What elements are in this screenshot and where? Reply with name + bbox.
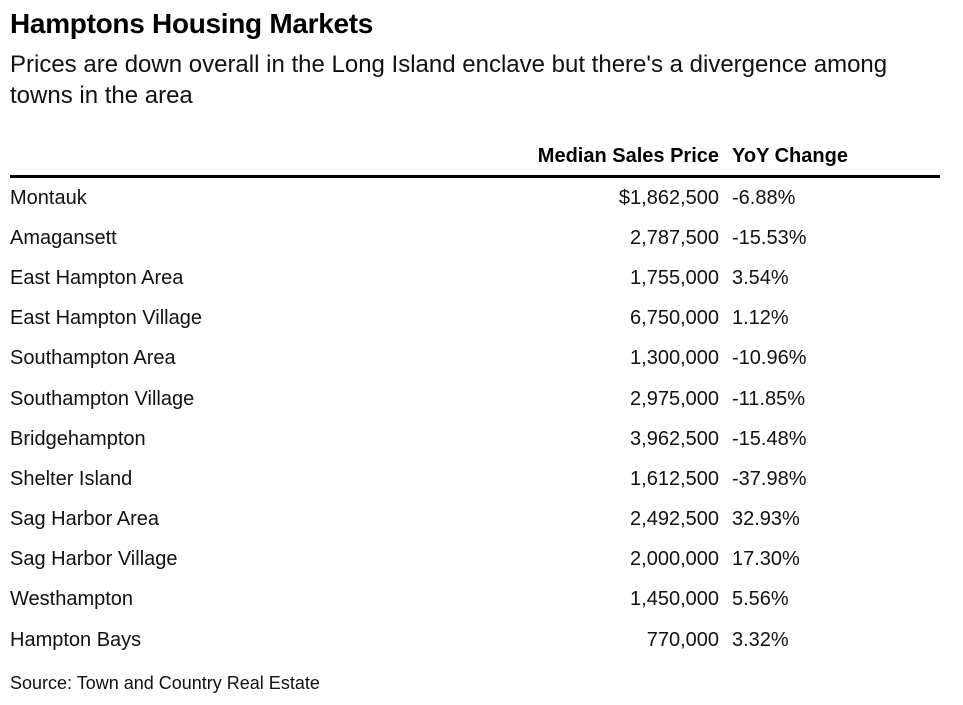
yoy-change-cell: -37.98% [732, 467, 807, 490]
town-cell: Shelter Island [10, 467, 133, 490]
yoy-change-cell: 3.32% [732, 628, 789, 651]
town-cell: Southampton Area [10, 347, 176, 370]
header-town [10, 137, 513, 178]
table-row: East Hampton Area 1,755,000 3.54% [10, 258, 940, 298]
yoy-change-cell: 32.93% [732, 508, 800, 531]
median-price-cell: 1,450,000 [630, 588, 719, 611]
table-row: Montauk $1,862,500 -6.88% [10, 177, 940, 219]
table-row: Bridgehampton 3,962,500 -15.48% [10, 419, 940, 459]
town-cell: Bridgehampton [10, 427, 146, 450]
table-row: Southampton Village 2,975,000 -11.85% [10, 379, 940, 419]
median-price-cell: 2,975,000 [630, 387, 719, 410]
yoy-change-cell: -6.88% [732, 186, 796, 209]
yoy-change-cell: 3.54% [732, 266, 789, 289]
town-cell: Amagansett [10, 226, 117, 249]
header-median-sales-price: Median Sales Price [513, 137, 732, 178]
housing-table: Median Sales Price YoY Change Montauk $1,… [10, 137, 940, 660]
table-row: Hampton Bays 770,000 3.32% [10, 620, 940, 660]
table-header: Median Sales Price YoY Change [10, 137, 940, 178]
yoy-change-cell: 5.56% [732, 588, 789, 611]
median-price-cell: 2,787,500 [630, 226, 719, 249]
town-cell: Southampton Village [10, 387, 195, 410]
yoy-change-cell: -11.85% [732, 387, 806, 410]
town-cell: East Hampton Village [10, 307, 202, 330]
median-price-cell: 3,962,500 [630, 427, 719, 450]
yoy-change-cell: -15.48% [732, 427, 807, 450]
table-row: Shelter Island 1,612,500 -37.98% [10, 459, 940, 499]
town-cell: Montauk [10, 186, 87, 209]
table-row: Sag Harbor Area 2,492,500 32.93% [10, 500, 940, 540]
median-price-cell: $1,862,500 [618, 186, 719, 209]
town-cell: Hampton Bays [10, 628, 142, 651]
median-price-cell: 1,612,500 [630, 467, 719, 490]
yoy-change-cell: -10.96% [732, 347, 807, 370]
table-row: Sag Harbor Village 2,000,000 17.30% [10, 540, 940, 580]
town-cell: Sag Harbor Area [10, 508, 159, 531]
header-yoy-change: YoY Change [732, 137, 940, 178]
town-cell: Sag Harbor Village [10, 548, 178, 571]
chart-title: Hamptons Housing Markets [10, 8, 374, 39]
table-row: Amagansett 2,787,500 -15.53% [10, 218, 940, 258]
table-body: Montauk $1,862,500 -6.88% Amagansett 2,787,5… [10, 177, 940, 661]
yoy-change-cell: 17.30% [732, 548, 800, 571]
source-note: Source: Town and Country Real Estate [10, 673, 320, 693]
median-price-cell: 6,750,000 [630, 307, 719, 330]
yoy-change-cell: 1.12% [732, 307, 789, 330]
median-price-cell: 1,755,000 [630, 266, 719, 289]
town-cell: East Hampton Area [10, 266, 184, 289]
table-row: Westhampton 1,450,000 5.56% [10, 580, 940, 620]
table-row: East Hampton Village 6,750,000 1.12% [10, 299, 940, 339]
median-price-cell: 2,492,500 [630, 508, 719, 531]
median-price-cell: 2,000,000 [630, 548, 719, 571]
median-price-cell: 1,300,000 [630, 347, 719, 370]
chart-subtitle: Prices are down overall in the Long Isla… [10, 51, 888, 109]
table-header-row: Median Sales Price YoY Change [10, 137, 940, 178]
yoy-change-cell: -15.53% [732, 226, 807, 249]
town-cell: Westhampton [10, 588, 134, 611]
median-price-cell: 770,000 [646, 628, 719, 651]
table-row: Southampton Area 1,300,000 -10.96% [10, 339, 940, 379]
